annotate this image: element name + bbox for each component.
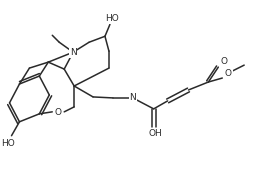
- Text: N: N: [129, 94, 136, 103]
- Text: O: O: [221, 57, 228, 66]
- Text: HO: HO: [105, 14, 119, 23]
- Text: OH: OH: [149, 129, 163, 138]
- Text: O: O: [225, 69, 232, 78]
- Text: N: N: [70, 48, 76, 57]
- Text: O: O: [55, 108, 62, 117]
- Text: HO: HO: [1, 139, 14, 148]
